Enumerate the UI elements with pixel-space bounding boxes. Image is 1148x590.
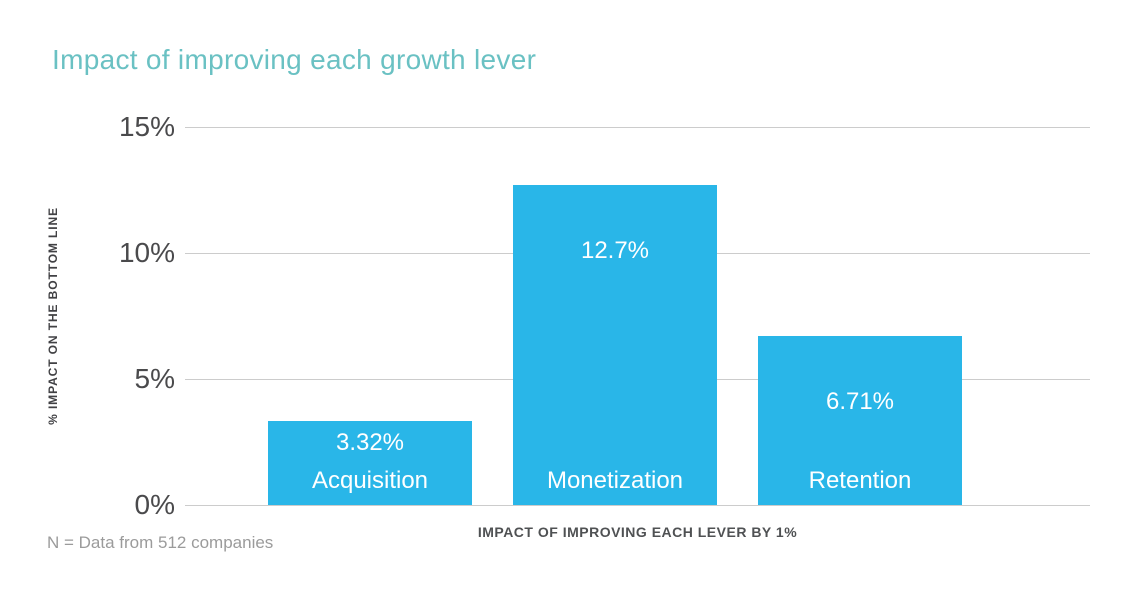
y-axis-ticks: 0% 5% 10% 15%: [0, 111, 175, 520]
x-axis-label: IMPACT OF IMPROVING EACH LEVER BY 1%: [477, 524, 798, 540]
bar-monetization: 12.7% Monetization: [513, 184, 717, 505]
y-tick-label: 0%: [134, 489, 175, 520]
bar-value-label: 3.32%: [335, 429, 405, 457]
bar-retention: 6.71% Retention: [758, 335, 962, 505]
bar-category-label: Acquisition: [311, 467, 429, 494]
y-tick-label: 15%: [118, 111, 175, 142]
chart-title: Impact of improving each growth lever: [52, 44, 537, 75]
footnote: N = Data from 512 companies: [47, 533, 274, 552]
bar-value-label: 12.7%: [580, 236, 650, 264]
y-tick-label: 5%: [134, 363, 175, 394]
bar-category-label: Retention: [808, 467, 912, 494]
bar-category-label: Monetization: [546, 467, 684, 494]
bar-acquisition: 3.32% Acquisition: [268, 421, 472, 505]
plot-area: 3.32% Acquisition 12.7% Monetization 6.71% Re…: [185, 127, 1090, 506]
bar-value-label: 6.71%: [825, 387, 895, 415]
gridline: [185, 505, 1090, 506]
y-tick-label: 10%: [118, 237, 175, 268]
gridline: [185, 127, 1090, 128]
